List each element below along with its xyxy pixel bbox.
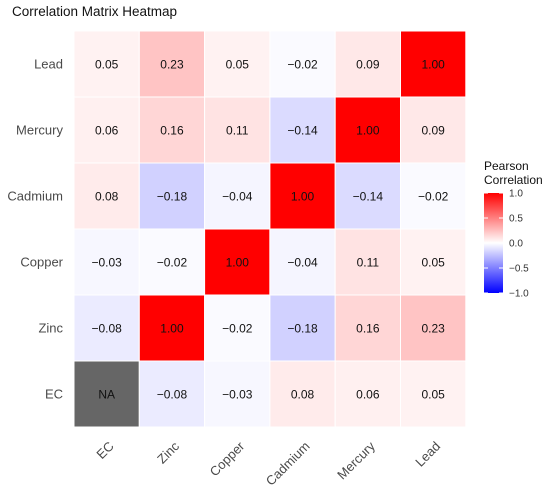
heatmap-cell-ec-ec <box>73 360 140 428</box>
heatmap-cell-labels: 0.05 0.23 0.05 −0.02 0.09 1.00 0.06 0.16 0.11 −0.… <box>91 58 448 402</box>
heatmap-cell-cadmium-cadmium <box>269 162 336 230</box>
heatmap-cell-lead-zinc <box>138 30 206 98</box>
heatmap-cell-zinc-mercury <box>334 294 402 362</box>
cell-value-label: 0.09 <box>356 58 380 72</box>
cell-value-label: 0.08 <box>95 190 119 204</box>
x-tick-label-mercury: Mercury <box>334 438 378 482</box>
cell-value-label: 0.08 <box>291 388 315 402</box>
legend-title-line: Pearson <box>484 159 529 173</box>
cell-value-label: −0.02 <box>418 190 449 204</box>
heatmap-cell-mercury-zinc <box>138 96 206 164</box>
cell-value-label: 0.06 <box>356 388 380 402</box>
cell-value-label: 0.23 <box>421 322 445 336</box>
cell-value-label: −0.08 <box>91 322 122 336</box>
cell-value-label: 0.05 <box>421 256 445 270</box>
legend-tick-label: 0.5 <box>509 214 523 225</box>
legend-tick-label: 0.0 <box>509 239 523 250</box>
cell-value-label: −0.08 <box>157 388 188 402</box>
heatmap-cell-mercury-cadmium <box>269 96 336 164</box>
legend-color-bar <box>484 193 503 293</box>
heatmap-cell-zinc-lead <box>400 294 467 362</box>
cell-value-label: 0.11 <box>357 256 380 270</box>
heatmap-cell-ec-lead <box>400 360 467 428</box>
legend-tick-label: −1.0 <box>509 289 529 300</box>
cell-value-label: 0.05 <box>95 58 119 72</box>
heatmap-cell-copper-ec <box>73 228 140 296</box>
cell-value-label: −0.04 <box>287 256 318 270</box>
chart-title: Correlation Matrix Heatmap <box>12 4 177 19</box>
cell-value-label: 0.16 <box>160 124 184 138</box>
legend-tick-label: 1.0 <box>509 189 523 200</box>
cell-value-label: 0.11 <box>226 124 249 138</box>
heatmap-cell-zinc-cadmium <box>269 294 336 362</box>
cell-value-label: −0.14 <box>287 124 318 138</box>
x-tick-label-cadmium: Cadmium <box>263 439 313 489</box>
heatmap-cell-copper-copper <box>204 228 271 296</box>
cell-value-label: −0.02 <box>222 322 253 336</box>
cell-value-label: 0.05 <box>226 58 250 72</box>
heatmap-cell-copper-cadmium <box>269 228 336 296</box>
heatmap-cell-zinc-copper <box>204 294 271 362</box>
heatmap-cell-cadmium-zinc <box>138 162 206 230</box>
heatmap-cell-zinc-ec <box>73 294 140 362</box>
y-axis: Lead Mercury Cadmium Copper Zinc EC <box>7 57 63 402</box>
heatmap-cell-ec-mercury <box>334 360 402 428</box>
cell-value-label: −0.02 <box>157 256 188 270</box>
cell-value-label: NA <box>98 388 115 402</box>
heatmap-cell-cadmium-mercury <box>334 162 402 230</box>
heatmap-cells <box>73 30 467 428</box>
cell-value-label: −0.03 <box>222 388 253 402</box>
cell-value-label: −0.14 <box>353 190 384 204</box>
cell-value-label: 0.23 <box>160 58 184 72</box>
x-tick-label-copper: Copper <box>207 438 248 479</box>
heatmap-cell-lead-ec <box>73 30 140 98</box>
cell-value-label: 0.05 <box>421 388 445 402</box>
cell-value-label: 1.00 <box>356 124 380 138</box>
legend-title-line: Correlation <box>484 173 543 187</box>
cell-value-label: −0.03 <box>91 256 122 270</box>
heatmap-cell-copper-zinc <box>138 228 206 296</box>
heatmap-cell-lead-lead <box>400 30 467 98</box>
cell-value-label: 1.00 <box>226 256 250 270</box>
y-tick-label-mercury: Mercury <box>16 123 63 138</box>
heatmap-cell-copper-mercury <box>334 228 402 296</box>
y-tick-label-cadmium: Cadmium <box>7 189 63 204</box>
cell-value-label: −0.18 <box>287 322 318 336</box>
heatmap-cell-copper-lead <box>400 228 467 296</box>
y-tick-label-copper: Copper <box>20 255 63 270</box>
heatmap-cell-mercury-lead <box>400 96 467 164</box>
heatmap-cell-ec-cadmium <box>269 360 336 428</box>
heatmap-cell-lead-cadmium <box>269 30 336 98</box>
heatmap-cell-cadmium-lead <box>400 162 467 230</box>
x-tick-label-zinc: Zinc <box>154 438 182 466</box>
cell-value-label: −0.18 <box>157 190 188 204</box>
y-tick-label-zinc: Zinc <box>38 321 63 336</box>
y-tick-label-lead: Lead <box>34 57 63 72</box>
cell-value-label: 0.06 <box>95 124 119 138</box>
x-tick-label-ec: EC <box>93 439 116 462</box>
legend-tick-label: −0.5 <box>509 264 529 275</box>
cell-value-label: 0.09 <box>421 124 445 138</box>
x-axis: EC Zinc Copper Cadmium Mercury Lead <box>93 438 443 488</box>
y-tick-label-ec: EC <box>45 387 63 402</box>
cell-value-label: −0.02 <box>287 58 318 72</box>
cell-value-label: 1.00 <box>421 58 445 72</box>
cell-value-label: 0.16 <box>356 322 380 336</box>
x-tick-label-lead: Lead <box>412 439 443 470</box>
cell-value-label: 1.00 <box>160 322 184 336</box>
heatmap-cell-lead-copper <box>204 30 271 98</box>
cell-value-label: 1.00 <box>291 190 315 204</box>
cell-value-label: −0.04 <box>222 190 253 204</box>
